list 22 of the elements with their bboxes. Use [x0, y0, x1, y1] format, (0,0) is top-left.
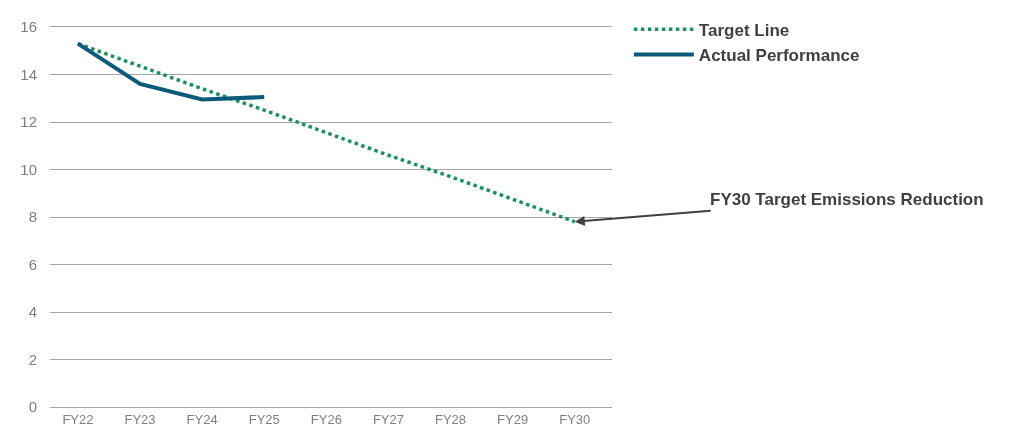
y-tick-label: 0 [28, 398, 37, 416]
y-tick-label: 4 [28, 303, 37, 321]
x-tick-label: FY27 [372, 411, 404, 427]
x-tick-label: FY23 [124, 411, 156, 427]
y-tick-label: 2 [28, 350, 37, 368]
y-tick-label: 14 [20, 65, 37, 83]
legend-label: Actual Performance [698, 46, 860, 66]
legend-label: Target Line [698, 20, 790, 40]
y-tick-label: 10 [20, 160, 37, 178]
x-tick-label: FY30 [559, 411, 591, 427]
x-tick-label: FY28 [435, 411, 467, 427]
x-tick-label: FY29 [497, 411, 529, 427]
y-tick-label: 12 [20, 113, 37, 131]
y-tick-label: 16 [20, 18, 37, 36]
y-tick-label: 6 [28, 255, 37, 273]
line-series [75, 41, 267, 102]
annotation: FY30 Target Emissions Reduction [710, 190, 984, 209]
x-tick-label: FY24 [186, 411, 218, 427]
x-tick-label: FY25 [248, 411, 280, 427]
y-tick-label: 8 [28, 208, 37, 226]
x-tick-label: FY26 [310, 411, 342, 427]
x-tick-label: FY22 [62, 411, 94, 427]
